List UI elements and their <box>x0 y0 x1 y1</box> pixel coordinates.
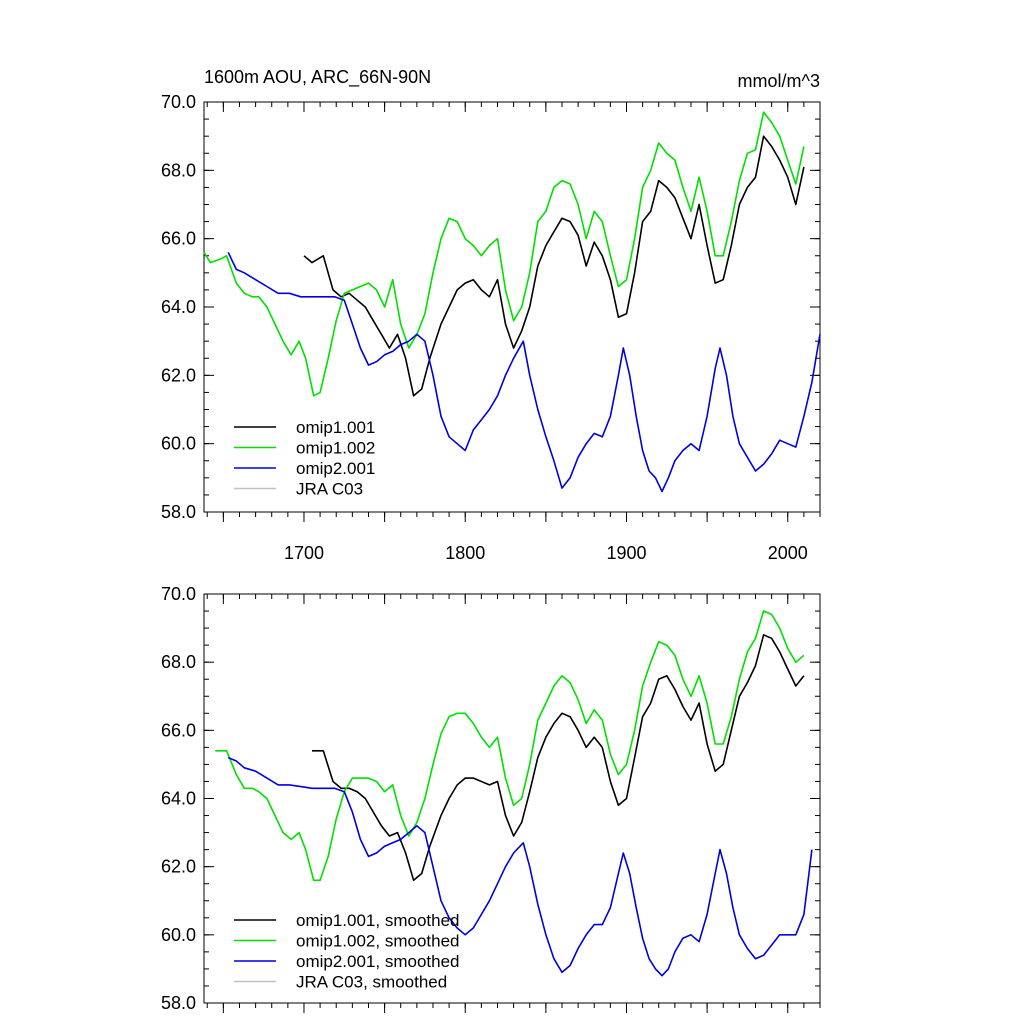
y-tick-label: 62.0 <box>161 857 196 877</box>
series-line-omip1-002 <box>203 111 805 397</box>
y-tick-label: 70.0 <box>161 584 196 604</box>
legend-label: JRA C03 <box>296 480 363 499</box>
y-tick-label: 58.0 <box>161 993 196 1013</box>
legend-label: omip1.002, smoothed <box>296 932 460 951</box>
x-tick-label: 2000 <box>768 543 808 563</box>
series-line-omip1-002-smoothed <box>215 610 805 882</box>
y-tick-label: 64.0 <box>161 789 196 809</box>
legend-label: omip2.001, smoothed <box>296 952 460 971</box>
chart-title: 1600m AOU, ARC_66N-90N <box>204 67 431 88</box>
y-tick-label: 58.0 <box>161 502 196 522</box>
legend-label: omip1.001 <box>296 418 375 437</box>
x-tick-label: 1700 <box>284 543 324 563</box>
legend-label: JRA C03, smoothed <box>296 973 447 992</box>
series-line-omip1-001-smoothed <box>312 634 805 882</box>
legend-label: omip1.001, smoothed <box>296 911 460 930</box>
units-label: mmol/m^3 <box>738 71 820 91</box>
series-line-omip1-001 <box>303 135 805 397</box>
x-tick-label: 1900 <box>606 543 646 563</box>
y-tick-label: 62.0 <box>161 365 196 385</box>
y-tick-label: 66.0 <box>161 720 196 740</box>
y-tick-label: 64.0 <box>161 297 196 317</box>
y-tick-label: 70.0 <box>161 92 196 112</box>
x-tick-label: 1800 <box>445 543 485 563</box>
y-tick-label: 68.0 <box>161 652 196 672</box>
y-tick-label: 60.0 <box>161 434 196 454</box>
y-tick-label: 68.0 <box>161 160 196 180</box>
legend-label: omip2.001 <box>296 459 375 478</box>
top-panel: 1700 1800 1900 2000 70.0 68.0 66.0 64.0 62.0 60.0… <box>161 92 821 563</box>
legend-label: omip1.002 <box>296 439 375 458</box>
bottom-panel: 70.0 68.0 66.0 64.0 62.0 60.0 58.0 omip1.001, s… <box>161 584 821 1013</box>
y-tick-label: 60.0 <box>161 925 196 945</box>
series-line-omip2-001-smoothed <box>227 756 813 977</box>
series-line-omip2-001 <box>227 251 821 493</box>
y-tick-label: 66.0 <box>161 229 196 249</box>
